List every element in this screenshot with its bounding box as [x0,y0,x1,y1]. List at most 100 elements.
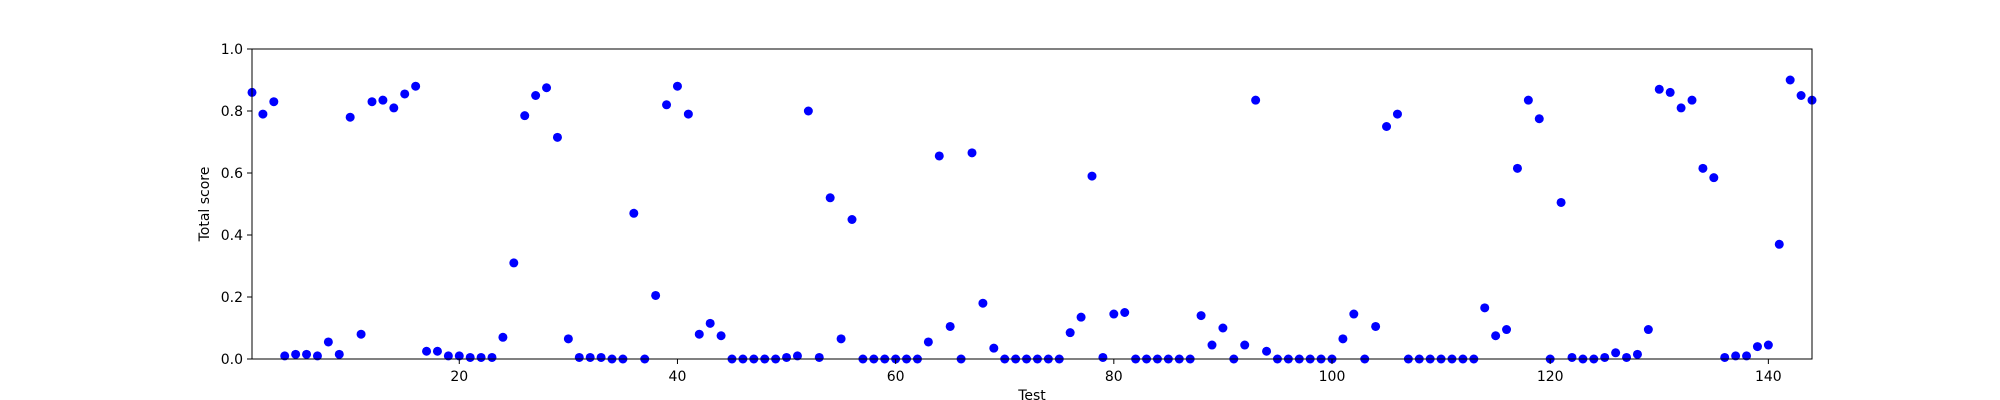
data-point [792,351,802,361]
data-point [651,290,661,300]
data-point [312,351,322,361]
data-point [465,352,475,362]
data-point [596,352,606,362]
data-point [291,349,301,359]
data-point [378,95,388,105]
x-tick-label: 60 [887,369,905,385]
data-point [683,109,693,119]
y-tick-label: 0.2 [221,290,243,306]
data-point [432,346,442,356]
data-point [1098,352,1108,362]
data-point [1382,122,1392,131]
data-point [1109,309,1119,319]
data-point [367,97,377,107]
data-point [1643,325,1653,335]
data-point [345,112,355,122]
data-point [1240,340,1250,350]
data-point [1796,91,1806,100]
plot-frame [251,48,1813,360]
data-point [1076,312,1086,322]
data-point [1665,87,1675,97]
data-point [1687,95,1697,105]
data-point [1207,340,1217,350]
y-axis-label: Total score [197,167,213,243]
y-tick-label: 0.4 [221,228,243,244]
data-point [1392,109,1402,119]
x-tick-label: 20 [450,369,468,385]
data-point [825,193,835,203]
y-tick-label: 1.0 [221,42,243,58]
data-point [1218,323,1228,333]
data-point [1371,321,1381,331]
data-point [1632,349,1642,359]
data-point [662,100,672,110]
data-point [705,318,715,328]
data-point [509,258,519,268]
data-point [814,352,824,362]
data-point [520,111,530,121]
data-point [934,151,944,161]
data-point [280,351,290,361]
data-point [803,106,813,116]
data-point [563,334,573,344]
data-point [978,298,988,308]
y-tick-label: 0.8 [221,104,243,120]
data-point [694,329,704,339]
data-point [1262,346,1272,356]
data-point [1491,331,1501,341]
data-point [1502,325,1512,335]
data-point [1556,197,1566,207]
data-point [422,346,432,356]
data-point [454,351,464,361]
data-point [323,337,333,347]
data-point [531,91,541,100]
data-point [836,334,846,344]
data-point [847,215,857,224]
data-point [1709,173,1719,183]
data-point [1338,334,1348,344]
data-point [1251,95,1261,105]
x-axis: 20 40 60 80 100 120 140 [450,359,1782,385]
data-point [302,349,312,359]
data-points [247,75,1817,364]
data-point [1611,348,1621,358]
data-point [411,81,421,91]
data-point [552,132,562,142]
data-point [1523,95,1533,105]
data-point [334,349,344,359]
data-point [923,337,933,347]
data-point [269,97,279,107]
data-point [1742,351,1752,361]
x-tick-label: 120 [1537,369,1564,385]
data-point [400,89,410,99]
x-tick-label: 80 [1105,369,1123,385]
data-point [1676,103,1686,113]
x-tick-label: 100 [1319,369,1346,385]
data-point [1534,114,1544,124]
data-point [1785,75,1795,85]
data-point [1196,311,1206,321]
data-point [782,352,792,362]
y-tick-label: 0.6 [221,166,243,182]
data-point [945,321,955,331]
data-point [1774,239,1784,249]
data-point [443,351,453,361]
data-point [1600,352,1610,362]
data-point [258,109,268,119]
data-point [1480,303,1490,313]
data-point [542,83,552,93]
data-point [1065,328,1075,338]
data-point [1512,163,1522,173]
data-point [1731,351,1741,361]
data-point [989,343,999,353]
data-point [487,352,497,362]
x-axis-label: Test [1017,388,1046,400]
y-axis: 0.0 0.2 0.4 0.6 0.8 1.0 [221,42,252,368]
data-point [967,148,977,158]
data-point [574,352,584,362]
data-point [716,331,726,341]
data-point [1763,340,1773,350]
data-point [672,81,682,91]
data-point [498,332,508,342]
